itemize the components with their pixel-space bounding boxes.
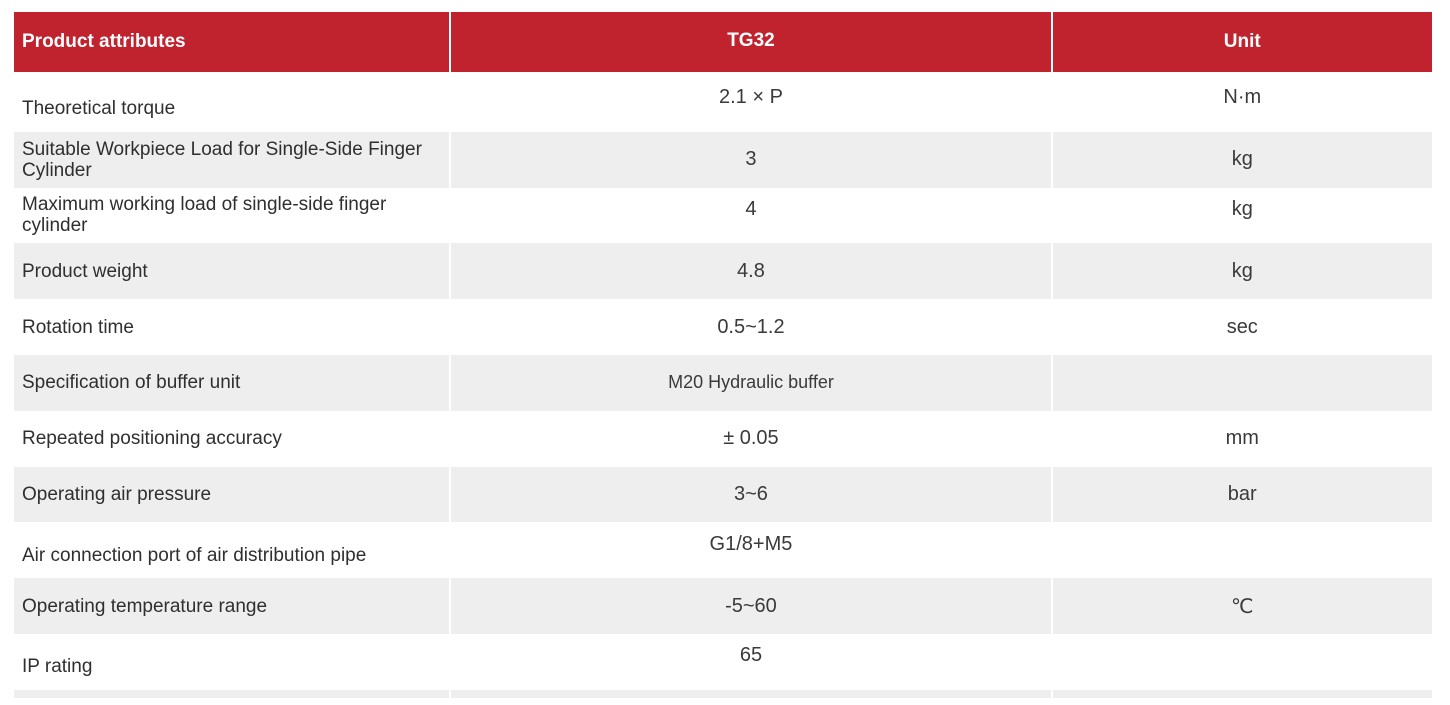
row-attribute: IP rating [22,656,93,678]
row-attribute: Operating temperature range [22,595,268,617]
row-value: -5~60 [725,594,777,617]
table-row: Repeated positioning accuracy ± 0.05 mm [14,410,1432,467]
row-attribute: Maximum working load of single-side fing… [22,194,387,237]
row-attribute: Rotation time [22,316,134,338]
row-attribute: Theoretical torque [22,98,176,120]
table-row: Air connection port of air distribution … [14,522,1432,579]
table-row: Specification of buffer unit M20 Hydraul… [14,354,1432,411]
row-attribute: Operating air pressure [22,483,212,505]
table-row: Suitable Workpiece Load for Single-Side … [14,131,1432,188]
footer-strip-cell [14,689,450,698]
row-attribute: Product weight [22,260,148,282]
row-unit: ℃ [1231,595,1254,618]
table-footer-strip [14,689,1432,698]
footer-strip-cell [1052,689,1432,698]
row-value: 3 [745,148,757,171]
row-unit: kg [1231,197,1253,220]
row-value: 0.5~1.2 [717,315,785,338]
row-value: 4 [745,197,757,220]
row-value: 65 [739,644,763,667]
row-attribute: Specification of buffer unit [22,372,241,394]
header-product-attributes: Product attributes [14,12,450,72]
row-unit: sec [1226,315,1258,338]
table-row: Operating temperature range -5~60 ℃ [14,578,1432,634]
row-value: M20 Hydraulic buffer [668,372,834,393]
footer-strip-cell [451,689,1051,698]
table-row: Theoretical torque 2.1 × P N·m [14,76,1432,132]
spec-table: Product attributes TG32 Unit Theoretical… [14,12,1432,698]
header-model: TG32 [451,12,1051,72]
row-unit: mm [1225,427,1259,450]
row-unit: N·m [1223,86,1262,109]
table-row: Rotation time 0.5~1.2 sec [14,299,1432,355]
row-value: 4.8 [737,259,765,282]
row-attribute: Repeated positioning accuracy [22,428,282,450]
row-value: 3~6 [733,482,768,505]
row-value: ± 0.05 [723,427,779,450]
row-unit: kg [1231,259,1253,282]
table-row: Product weight 4.8 kg [14,243,1432,300]
row-attribute: Suitable Workpiece Load for Single-Side … [22,138,422,181]
table-row: IP rating 65 [14,633,1432,690]
row-attribute: Air connection port of air distribution … [22,544,367,566]
table-row: Maximum working load of single-side fing… [14,187,1432,244]
table-row: Operating air pressure 3~6 bar [14,466,1432,523]
row-unit: kg [1231,148,1253,171]
row-value: 2.1 × P [718,86,783,109]
row-unit: bar [1227,482,1257,505]
table-header: Product attributes TG32 Unit [14,12,1432,72]
header-unit: Unit [1052,12,1432,72]
row-value: G1/8+M5 [709,532,793,555]
